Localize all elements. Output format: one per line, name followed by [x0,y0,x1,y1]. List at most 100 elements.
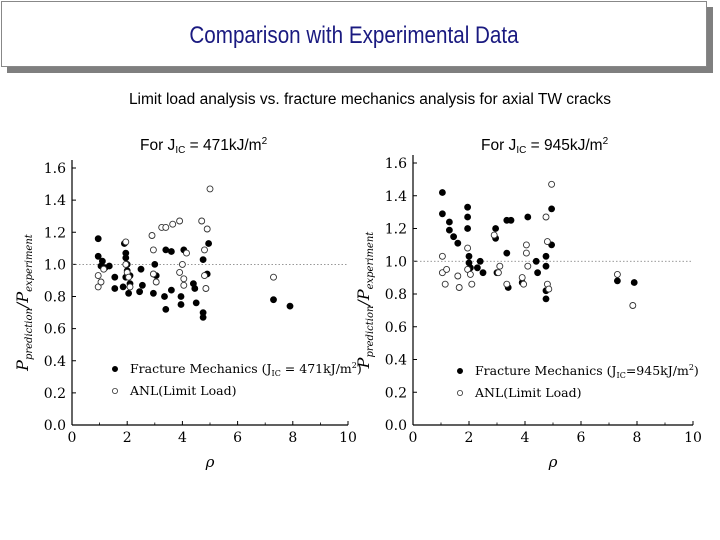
y-tick-label: 0.2 [385,385,407,401]
data-point-fracture-mechanics [99,257,106,265]
data-point-anl-limit-load [201,272,208,280]
y-tick-label: 1.4 [44,193,66,209]
data-point-anl-limit-load [100,265,108,273]
caption-sub: IC [516,145,527,156]
data-point-anl-limit-load [176,268,184,276]
y-tick-label: 1.2 [44,225,66,241]
data-point-fracture-mechanics [532,257,540,265]
x-axis-label: ρ [548,453,558,471]
data-point-fracture-mechanics [167,248,175,255]
y-tick-label: 1.0 [44,257,66,273]
data-point-anl-limit-load [122,238,130,246]
data-point-fracture-mechanics [111,273,119,281]
x-axis-label: ρ [205,453,215,471]
y-axis-label: Pprediction/Pexperiment [13,233,35,372]
data-point-anl-limit-load [180,275,188,283]
y-tick-label: 1.0 [385,254,407,270]
y-tick-label: 0.0 [385,418,407,434]
data-point-anl-limit-load [162,223,170,231]
data-point-fracture-mechanics [270,296,277,304]
data-point-fracture-mechanics [476,257,484,265]
y-axis-label: Pprediction/Pexperiment [354,231,376,370]
data-point-fracture-mechanics [454,239,462,247]
data-point-fracture-mechanics [465,252,473,260]
y-tick-label: 1.6 [385,156,407,172]
panel-caption-left: For JIC = 471kJ/m2 [140,136,267,156]
data-point-fracture-mechanics [614,277,621,285]
data-point-anl-limit-load [169,220,177,228]
data-point-fracture-mechanics [534,269,541,277]
legend-marker-filled [456,367,463,374]
caption-sup: 2 [602,136,609,147]
data-point-anl-limit-load [455,284,463,291]
data-point-fracture-mechanics [479,269,487,277]
data-point-anl-limit-load [441,280,449,288]
data-point-anl-limit-load [454,272,462,280]
y-tick-label: 0.2 [44,386,66,402]
y-tick-label: 0.8 [44,290,66,306]
data-point-fracture-mechanics [542,262,550,270]
data-point-anl-limit-load [466,270,474,278]
panel-caption-right: For JIC = 945kJ/m2 [481,136,608,156]
data-point-anl-limit-load [543,238,551,246]
data-point-fracture-mechanics [125,289,133,297]
data-point-anl-limit-load [542,213,550,221]
data-point-fracture-mechanics [438,189,446,196]
x-tick-label: 2 [123,430,132,446]
data-point-fracture-mechanics [161,293,168,300]
caption-sup: 2 [261,136,268,147]
x-tick-label: 0 [409,430,418,446]
legend-label-fracture-mechanics: Fracture Mechanics (JIC=945kJ/m2) [475,363,699,380]
slide-title: Comparison with Experimental Data [189,22,519,49]
data-point-anl-limit-load [522,249,530,257]
x-tick-label: 4 [521,430,530,446]
x-tick-label: 10 [339,430,357,446]
data-point-fracture-mechanics [138,281,146,289]
data-point-fracture-mechanics [492,225,499,232]
y-tick-label: 0.6 [44,322,66,338]
data-point-anl-limit-load [94,272,102,280]
legend-label-anl: ANL(Limit Load) [474,385,581,400]
x-tick-label: 10 [684,430,702,446]
data-point-anl-limit-load [468,280,476,288]
data-point-anl-limit-load [496,262,504,270]
data-point-anl-limit-load [183,249,190,257]
data-point-fracture-mechanics [105,262,113,270]
data-point-anl-limit-load [490,231,498,239]
data-point-fracture-mechanics [445,218,453,226]
data-point-anl-limit-load [548,180,556,188]
data-point-fracture-mechanics [464,203,471,211]
data-point-fracture-mechanics [199,313,207,321]
data-point-anl-limit-load [97,278,105,286]
x-tick-label: 6 [577,430,586,446]
y-tick-label: 0.0 [44,418,66,434]
y-tick-label: 0.6 [385,320,407,336]
x-tick-label: 4 [178,430,187,446]
data-point-anl-limit-load [545,285,553,293]
data-point-anl-limit-load [180,281,188,289]
caption-pre: For J [481,137,517,154]
data-point-fracture-mechanics [507,216,515,224]
data-point-anl-limit-load [438,252,446,260]
data-point-fracture-mechanics [450,233,457,241]
caption-pre: For J [140,137,176,154]
data-point-fracture-mechanics [445,226,453,234]
data-point-fracture-mechanics [630,279,638,286]
caption-mid: = 471kJ/m [185,137,262,154]
x-tick-label: 0 [68,430,77,446]
legend-label-fracture-mechanics: Fracture Mechanics (JIC = 471kJ/m2) [130,361,362,378]
data-point-fracture-mechanics [167,286,175,294]
data-point-fracture-mechanics [149,289,157,297]
x-tick-label: 6 [233,430,242,446]
data-point-fracture-mechanics [524,213,532,221]
data-point-fracture-mechanics [191,285,199,292]
caption-sub: IC [175,145,186,156]
data-point-fracture-mechanics [199,256,207,263]
data-point-fracture-mechanics [286,302,294,310]
data-point-fracture-mechanics [542,252,550,260]
slide-subtitle: Limit load analysis vs. fracture mechani… [128,91,612,108]
x-tick-label: 8 [633,430,642,446]
data-point-anl-limit-load [524,262,532,270]
data-point-anl-limit-load [148,232,156,239]
